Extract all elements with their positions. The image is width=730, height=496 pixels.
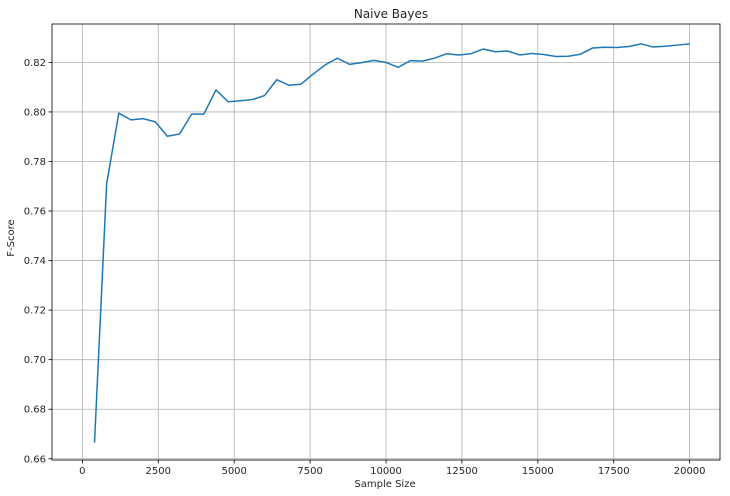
y-tick-label: 0.82 xyxy=(24,58,46,69)
y-tick-label: 0.80 xyxy=(24,107,46,118)
y-tick-label: 0.66 xyxy=(24,454,46,465)
x-tick-label: 20000 xyxy=(674,466,706,477)
y-axis-title: F-Score xyxy=(6,219,17,256)
x-tick-label: 17500 xyxy=(598,466,630,477)
y-tick-label: 0.74 xyxy=(24,256,46,267)
x-tick-label: 12500 xyxy=(446,466,478,477)
y-tick-label: 0.72 xyxy=(24,306,46,317)
chart-title: Naive Bayes xyxy=(354,7,428,21)
axis-ticks: 0 2500 5000 7500 10000 12500 15000 17500 20000 0.… xyxy=(24,58,706,477)
x-tick-label: 0 xyxy=(79,466,85,477)
x-tick-label: 2500 xyxy=(146,466,171,477)
x-tick-label: 15000 xyxy=(522,466,554,477)
series-line xyxy=(93,43,690,443)
y-tick-label: 0.78 xyxy=(24,157,46,168)
series-group xyxy=(93,43,690,443)
y-tick-label: 0.76 xyxy=(24,207,46,218)
x-tick-label: 5000 xyxy=(221,466,246,477)
x-tick-label: 7500 xyxy=(297,466,322,477)
y-tick-label: 0.68 xyxy=(24,405,46,416)
y-tick-label: 0.70 xyxy=(24,355,46,366)
x-axis-title: Sample Size xyxy=(354,479,415,490)
x-tick-label: 10000 xyxy=(370,466,402,477)
